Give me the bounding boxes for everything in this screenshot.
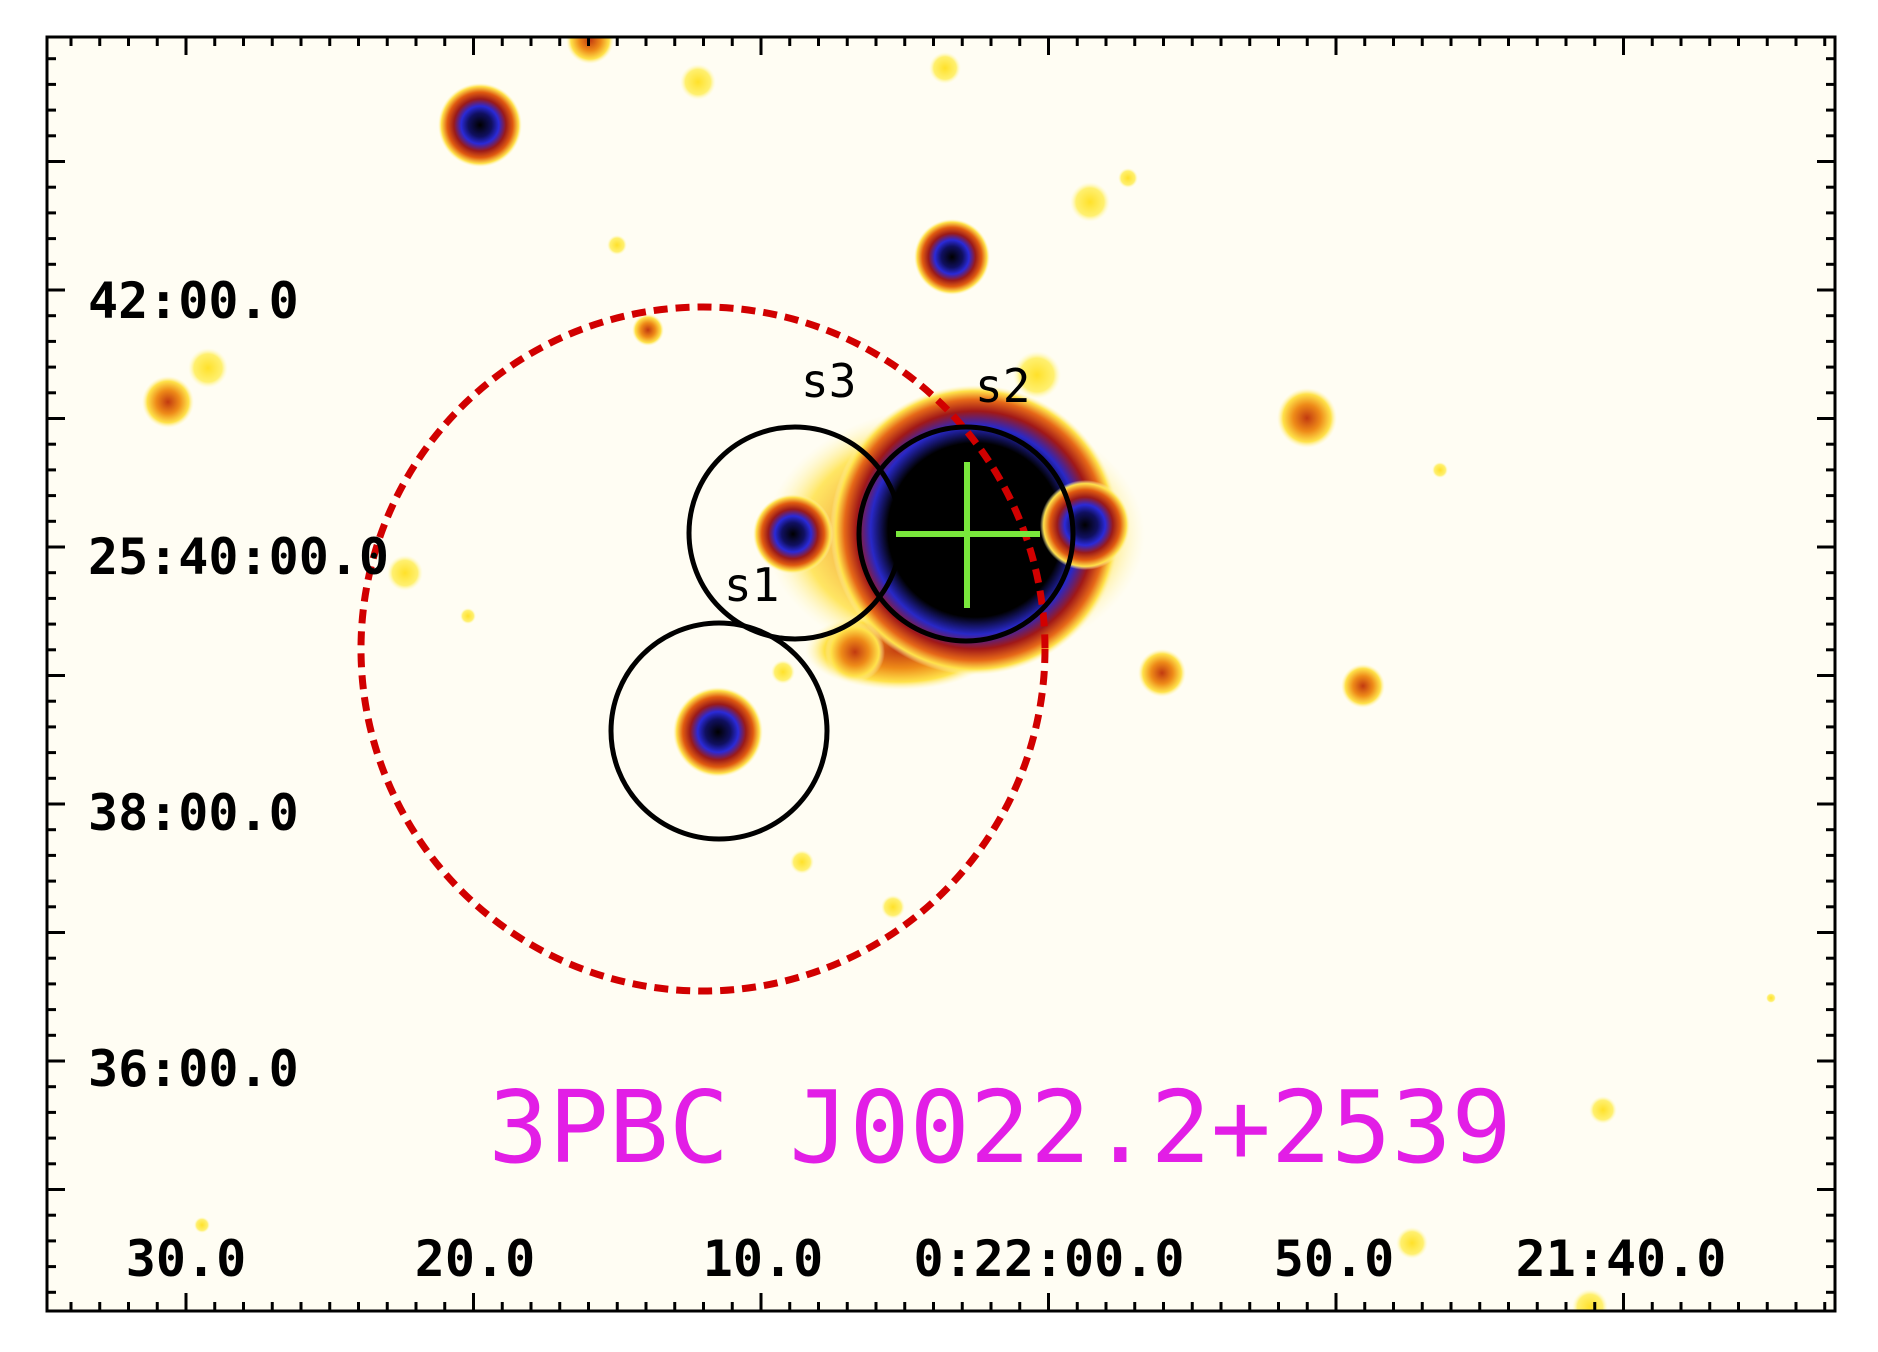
error-circle — [357, 303, 1049, 995]
ra-label: 10.0 — [703, 1230, 823, 1288]
source-label-s1: s1 — [724, 558, 779, 612]
faint-source — [607, 235, 627, 255]
faint-source — [881, 895, 905, 919]
faint-source — [142, 376, 194, 428]
faint-source — [387, 555, 423, 591]
dec-label: 25:40:00.0 — [88, 528, 389, 586]
faint-source — [1070, 182, 1110, 222]
star — [914, 219, 990, 295]
dec-label: 42:00.0 — [88, 272, 299, 330]
ra-label: 21:40.0 — [1516, 1230, 1727, 1288]
faint-source — [1277, 388, 1337, 448]
faint-source — [771, 660, 795, 684]
star — [825, 622, 885, 682]
star — [673, 687, 763, 777]
faint-source — [790, 850, 814, 874]
ra-label: 30.0 — [126, 1230, 246, 1288]
dec-label: 36:00.0 — [88, 1040, 299, 1098]
faint-source — [1396, 1227, 1428, 1259]
faint-source — [929, 52, 961, 84]
star — [753, 494, 833, 574]
figure-title: 3PBC J0022.2+2539 — [488, 1069, 1512, 1186]
faint-source — [188, 348, 228, 388]
faint-source — [1013, 351, 1061, 399]
dec-label: 38:00.0 — [88, 784, 299, 842]
faint-source — [1432, 462, 1448, 478]
star — [438, 83, 522, 167]
faint-source — [1766, 993, 1776, 1003]
ra-label: 50.0 — [1274, 1230, 1394, 1288]
faint-source — [460, 608, 476, 624]
source-label-s2: s2 — [975, 359, 1030, 413]
faint-source — [566, 37, 614, 64]
faint-source — [680, 64, 716, 100]
faint-source — [1118, 168, 1138, 188]
position-marker — [896, 462, 1040, 608]
faint-source — [1589, 1096, 1617, 1124]
bright-source-knot — [1040, 480, 1130, 570]
ra-label: 20.0 — [415, 1230, 535, 1288]
faint-source — [632, 314, 664, 346]
source-circle-s2 — [856, 424, 1076, 644]
ra-label: 0:22:00.0 — [914, 1230, 1185, 1288]
source-label-s3: s3 — [801, 354, 856, 408]
faint-source — [1138, 649, 1186, 697]
source-circle-s1 — [608, 620, 830, 842]
axis-ticks — [47, 37, 1835, 1311]
faint-source — [1341, 664, 1385, 708]
faint-source — [194, 1217, 210, 1233]
faint-source — [1572, 1289, 1608, 1311]
